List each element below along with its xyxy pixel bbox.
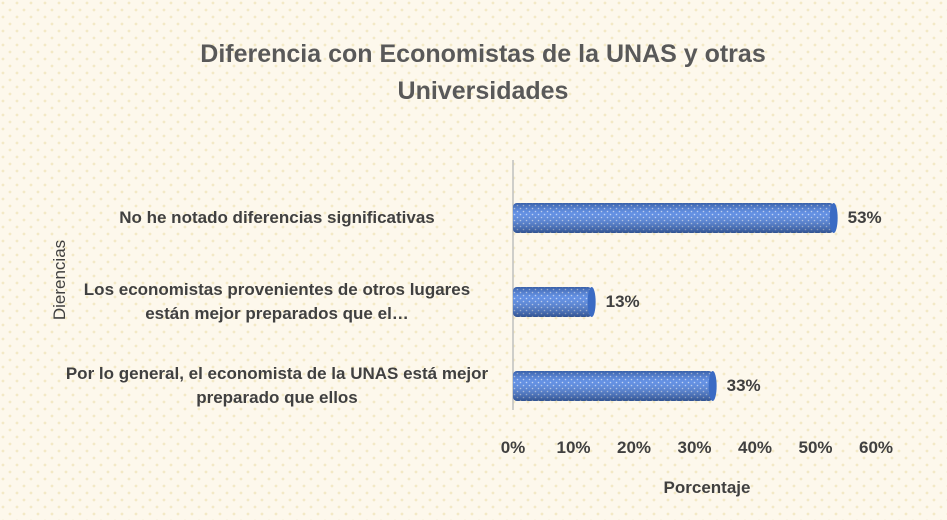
x-tick-label: 30% xyxy=(677,438,712,457)
bar-cap xyxy=(708,371,717,401)
x-tick-label: 10% xyxy=(556,438,591,457)
bar-shade xyxy=(513,371,713,401)
value-label: 33% xyxy=(726,376,761,395)
bar-shade xyxy=(513,203,834,233)
chart-title: Diferencia con Economistas de la UNAS y … xyxy=(200,40,766,105)
category-label: Los economistas provenientes de otros lu… xyxy=(83,280,471,323)
category-label: No he notado diferencias significativas xyxy=(119,208,435,227)
value-label: 53% xyxy=(847,208,882,227)
x-tick-label: 0% xyxy=(500,438,526,457)
x-tick-label: 60% xyxy=(858,438,894,457)
category-label: Por lo general, el economista de la UNAS… xyxy=(65,364,489,407)
x-axis-title: Porcentaje xyxy=(663,478,751,497)
x-tick-label: 50% xyxy=(798,438,833,457)
bar-shade xyxy=(513,287,592,317)
x-tick-label: 20% xyxy=(616,438,652,457)
bar-cap xyxy=(587,287,596,317)
bar-cap xyxy=(829,203,838,233)
value-label: 13% xyxy=(605,292,640,311)
x-tick-label: 40% xyxy=(737,438,773,457)
